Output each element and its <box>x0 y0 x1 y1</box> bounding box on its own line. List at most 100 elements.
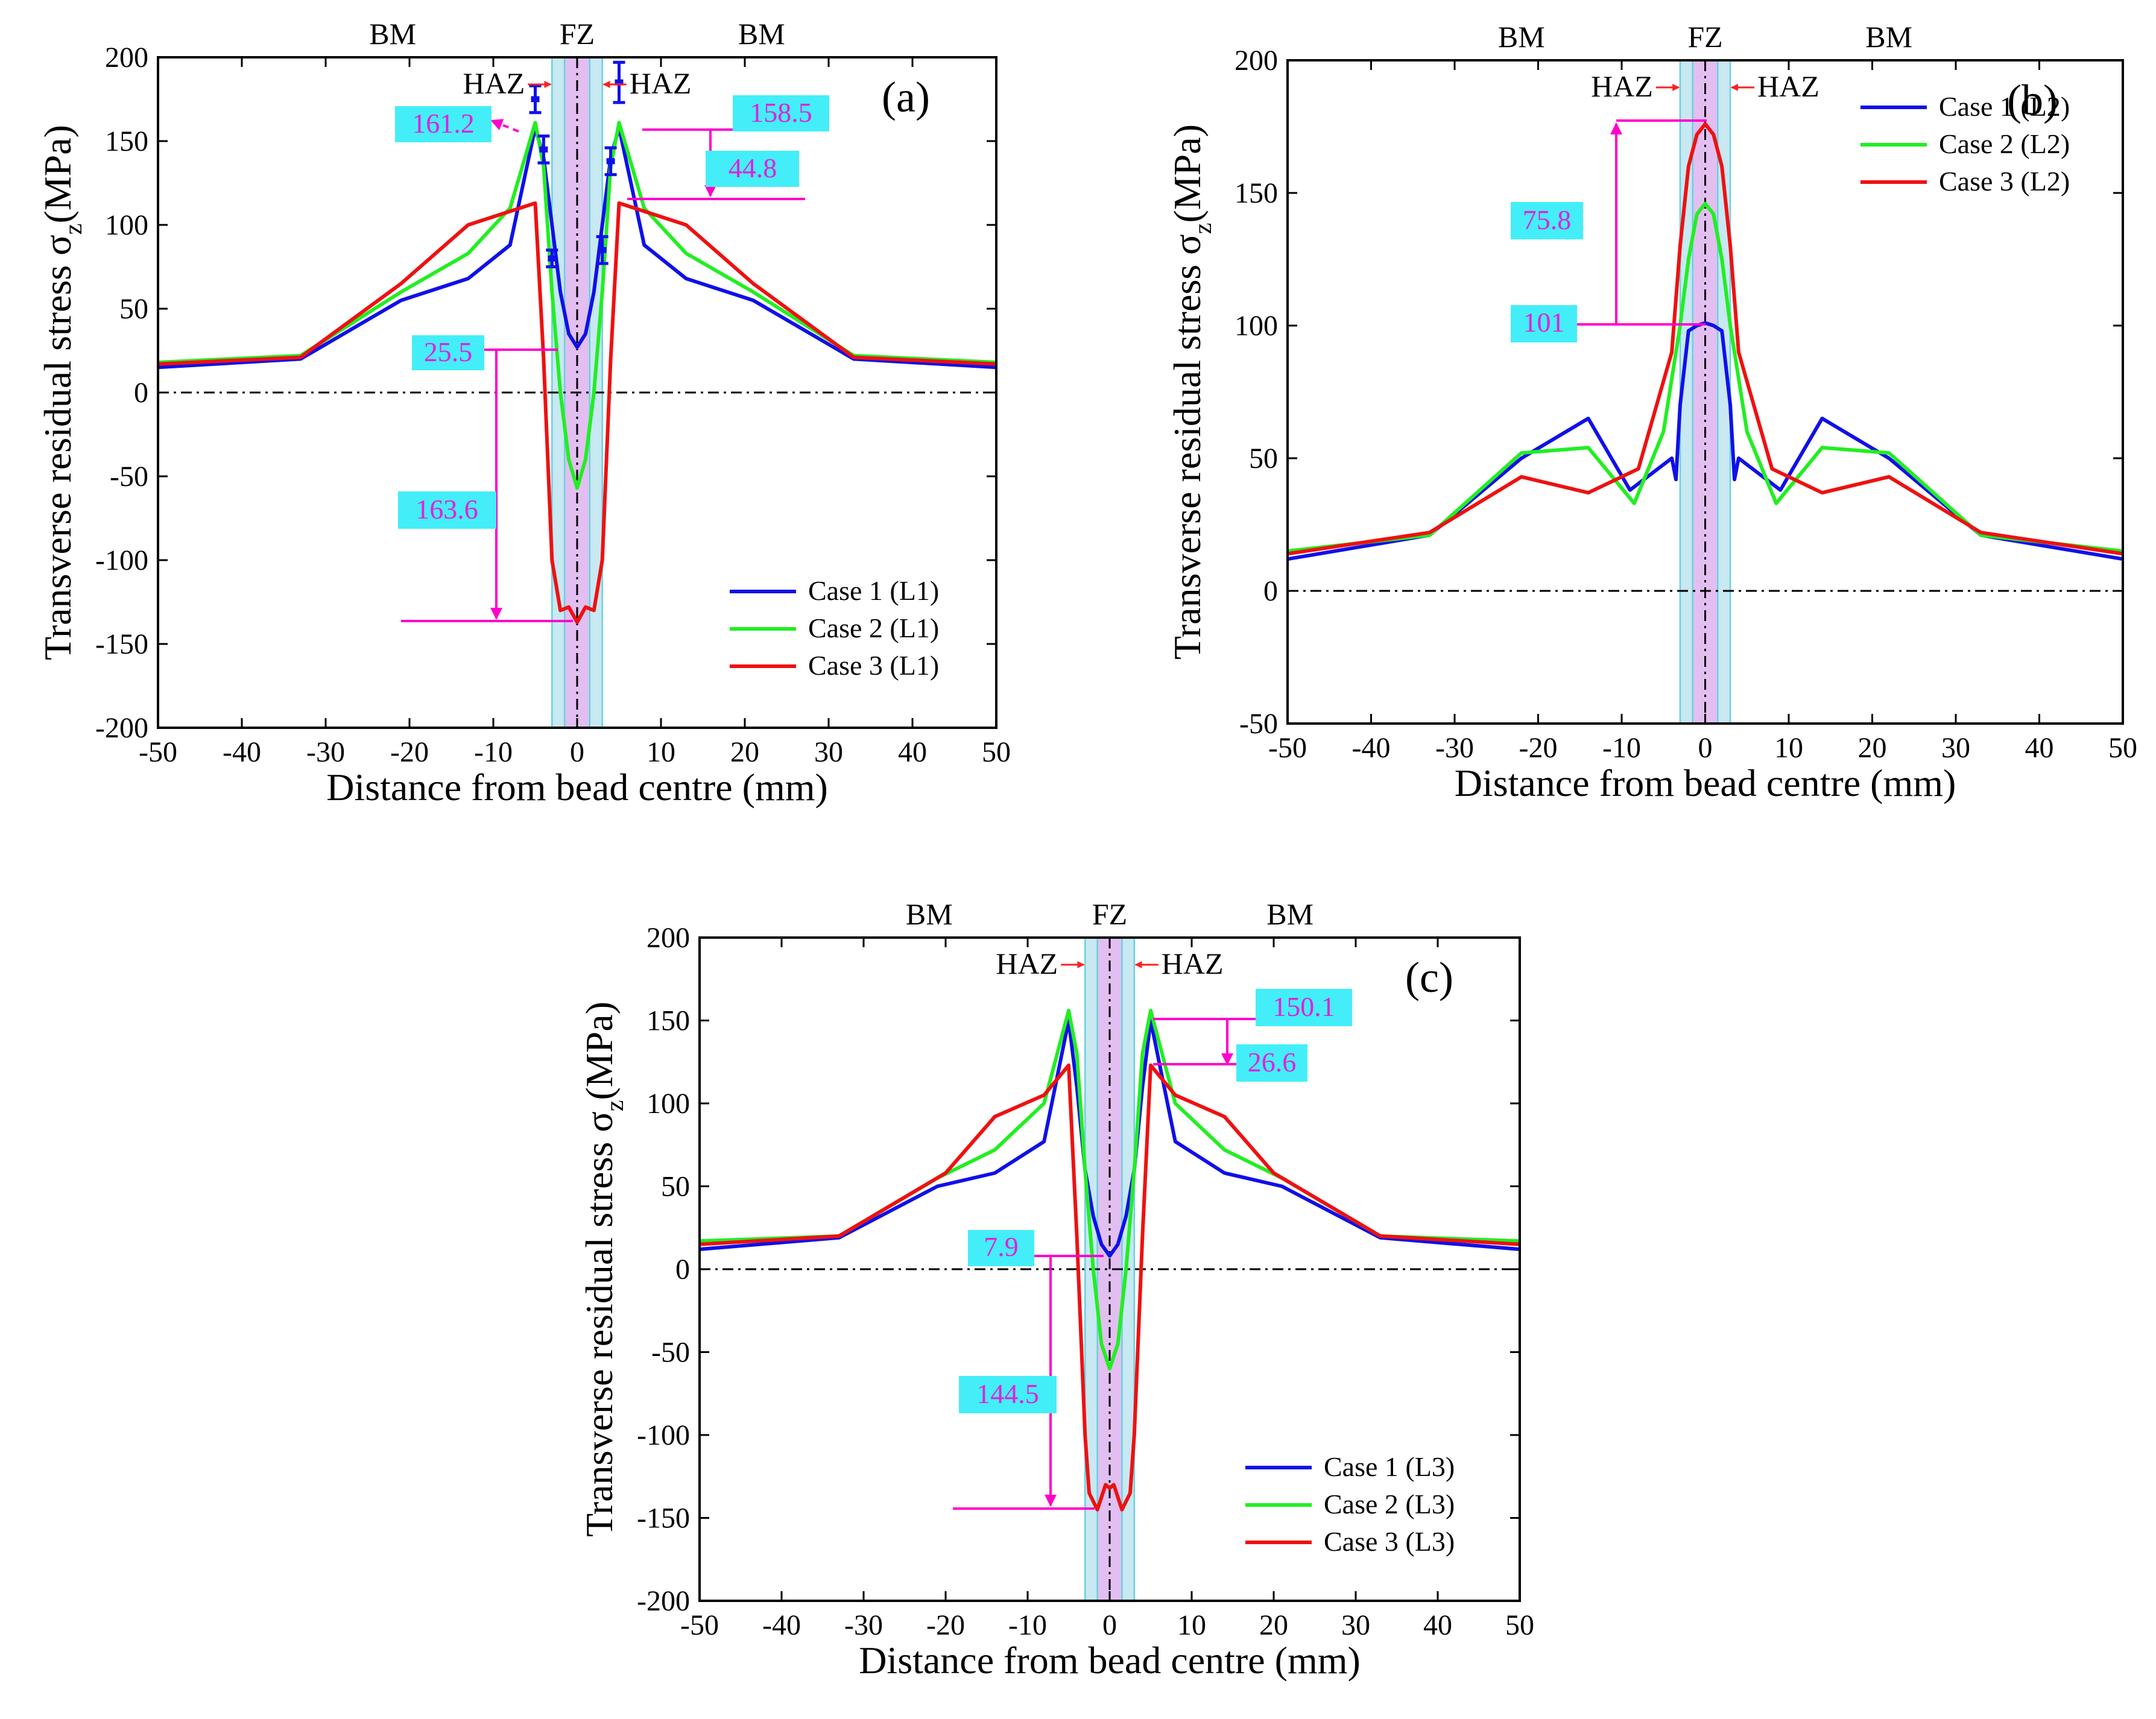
series-line-case-2 <box>157 121 997 490</box>
zone-label-haz-left: HAZ <box>996 947 1058 980</box>
y-tick-label: 100 <box>646 1088 690 1120</box>
legend-label-case-2: Case 2 (L3) <box>1324 1489 1455 1519</box>
annotation-44-8: 44.8 <box>627 130 805 200</box>
x-tick-label: 10 <box>1177 1609 1206 1641</box>
annotation-box <box>706 151 799 187</box>
y-tick-label: 200 <box>646 922 690 954</box>
zone-label-bm-left: BM <box>906 897 953 931</box>
x-tick-label: 20 <box>1259 1609 1288 1641</box>
annotation-value: 25.5 <box>424 336 473 367</box>
legend-label-case-1: Case 1 (L1) <box>808 575 939 606</box>
x-tick-label: -50 <box>1268 732 1307 764</box>
error-bar <box>546 248 558 268</box>
annotation-150-1: 150.1 <box>1153 989 1352 1026</box>
y-tick-label: 100 <box>1234 310 1278 342</box>
x-tick-label: -10 <box>1008 1609 1047 1641</box>
x-tick-label: 50 <box>982 736 1011 768</box>
zone-label-fz: FZ <box>560 17 595 51</box>
x-tick-label: 40 <box>898 736 927 768</box>
legend: Case 1 (L2) Case 2 (L2) Case 3 (L2) <box>1860 91 2070 197</box>
x-tick-label: 0 <box>1102 1609 1117 1641</box>
annotation-box <box>1511 202 1583 239</box>
y-tick-label: 50 <box>661 1171 690 1203</box>
y-axis-title-unit: (MPa) <box>1166 124 1209 223</box>
annotation-arrow <box>490 119 519 133</box>
x-tick-label: 20 <box>1858 732 1887 764</box>
annotation-box <box>412 335 484 370</box>
annotation-value: 7.9 <box>984 1231 1019 1262</box>
x-tick-label: -40 <box>1352 732 1391 764</box>
x-tick-label: 10 <box>1774 732 1803 764</box>
annotation-box <box>968 1230 1034 1266</box>
legend-label-case-1: Case 1 (L3) <box>1324 1451 1455 1482</box>
zone-label-haz-right: HAZ <box>630 66 692 100</box>
annotation-value: 101 <box>1523 307 1565 338</box>
x-tick-label: -10 <box>1602 732 1641 764</box>
annotation-75-8: 75.8 <box>1511 119 1707 326</box>
annotation-box <box>1256 989 1352 1026</box>
y-tick-label: -50 <box>1239 708 1278 740</box>
legend-label-case-2: Case 2 (L2) <box>1939 128 2070 159</box>
x-tick-label: 40 <box>1423 1609 1452 1641</box>
y-tick-label: 150 <box>1234 177 1278 209</box>
x-tick-label: 50 <box>2108 732 2137 764</box>
series-line-case-2 <box>699 1009 1520 1370</box>
series-line-case-3 <box>1287 122 2123 556</box>
legend-label-case-1: Case 1 (L2) <box>1939 91 2070 122</box>
zone-label-bm-left: BM <box>1498 20 1545 54</box>
series-line-case-3 <box>699 1063 1520 1512</box>
error-bar <box>537 134 550 165</box>
y-tick-label: -100 <box>95 544 148 576</box>
y-axis-title-main: Transverse residual stress σ <box>1166 234 1209 660</box>
y-tick-label: -150 <box>95 628 148 660</box>
zone-label-bm-right: BM <box>1865 20 1912 54</box>
x-tick-label: 20 <box>730 736 759 768</box>
legend: Case 1 (L1) Case 2 (L1) Case 3 (L1) <box>730 575 939 681</box>
annotation-value: 144.5 <box>976 1378 1039 1409</box>
y-tick-label: 150 <box>646 1005 690 1037</box>
chart-panel-c: -50 -40 -30 -20 -10 0 10 20 30 40 50-200-150-100-5… <box>578 897 1534 1682</box>
error-bar <box>613 60 625 104</box>
x-tick-label: -50 <box>139 736 177 768</box>
y-axis-title-subscript: z <box>1189 223 1217 235</box>
x-tick-label: 30 <box>814 736 843 768</box>
y-axis-title-subscript: z <box>60 224 87 235</box>
y-axis-title: Transverse residual stress σz(MPa) <box>1166 124 1217 660</box>
y-axis-title-main: Transverse residual stress σ <box>36 235 79 660</box>
y-tick-label: 50 <box>1249 443 1278 475</box>
x-tick-label: 40 <box>2025 732 2054 764</box>
y-tick-label: 0 <box>675 1254 690 1285</box>
x-axis-title: Distance from bead centre (mm) <box>326 766 828 809</box>
y-axis-title: Transverse residual stress σz(MPa) <box>36 125 87 660</box>
x-tick-label: -20 <box>926 1609 965 1641</box>
y-tick-label: 0 <box>1263 575 1278 607</box>
x-tick-label: -30 <box>306 736 345 768</box>
zone-label-haz-left: HAZ <box>1591 69 1653 103</box>
y-tick-label: 200 <box>1234 45 1278 77</box>
legend-label-case-3: Case 3 (L3) <box>1324 1526 1455 1557</box>
annotation-158-5: 158.5 <box>642 95 829 131</box>
annotation-25-5: 25.5 <box>412 335 558 370</box>
y-tick-label: 150 <box>105 125 148 157</box>
legend: Case 1 (L3) Case 2 (L3) Case 3 (L3) <box>1245 1451 1455 1557</box>
zone-label-haz-right: HAZ <box>1162 947 1224 980</box>
chart-panel-b: -50 -40 -30 -20 -10 0 10 20 30 40 50 -50 0 50 100 150 20… <box>1166 20 2137 804</box>
chart-panel-a: -50 -40 -30 -20 -10 0 10 20 30 40 50-200-150-100-5… <box>36 17 1011 809</box>
x-tick-label: 30 <box>1941 732 1970 764</box>
annotation-box <box>1236 1044 1307 1082</box>
x-tick-label: -40 <box>762 1609 801 1641</box>
x-axis-title: Distance from bead centre (mm) <box>1455 762 1956 804</box>
zone-label-bm-left: BM <box>369 17 416 51</box>
annotation-161-2: 161.2 <box>395 106 519 142</box>
annotation-163-6: 163.6 <box>398 350 573 622</box>
y-tick-label: 0 <box>134 377 148 409</box>
x-tick-label: 50 <box>1505 1609 1534 1641</box>
annotation-value: 161.2 <box>412 108 475 139</box>
y-tick-label: 200 <box>105 42 148 74</box>
annotation-101: 101 <box>1511 305 1706 342</box>
x-tick-label: -20 <box>1519 732 1558 764</box>
y-tick-label: -50 <box>651 1337 690 1369</box>
annotation-value: 150.1 <box>1272 991 1335 1022</box>
annotation-26-6: 26.6 <box>1153 1019 1307 1082</box>
annotation-value: 163.6 <box>416 494 478 525</box>
